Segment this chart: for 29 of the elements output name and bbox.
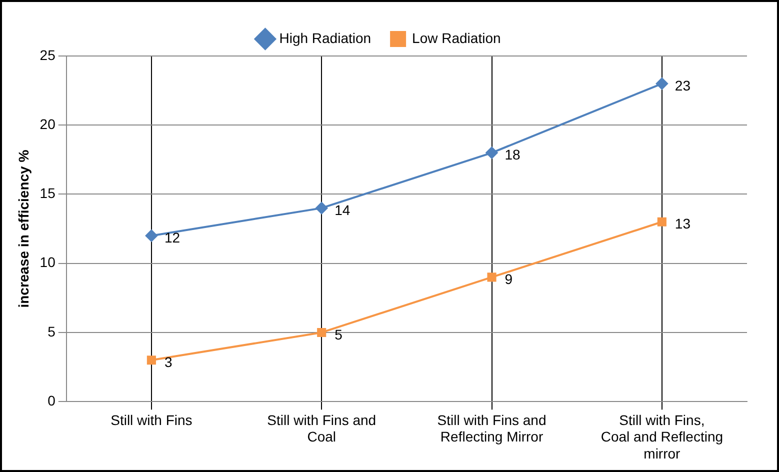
data-label: 13	[674, 216, 691, 232]
x-tick-label: Still with Fins, Coal and Reflecting mirror	[600, 412, 724, 462]
y-tick-label: 15	[40, 185, 56, 202]
y-tick-label: 10	[40, 254, 56, 270]
point	[486, 146, 498, 159]
y-tick-label: 0	[48, 392, 56, 408]
data-label: 12	[164, 230, 180, 246]
data-label: 3	[164, 354, 172, 370]
y-axis-title: increase in efficiency %	[15, 149, 32, 308]
legend-label: High Radiation	[279, 30, 372, 46]
point	[316, 202, 328, 214]
data-label: 9	[504, 271, 513, 288]
x-tick-label: Still with Fins	[110, 412, 192, 428]
point	[656, 78, 668, 90]
point	[657, 217, 666, 226]
legend-label: Low Radiation	[412, 30, 501, 46]
point	[317, 328, 326, 338]
data-label: 23	[674, 78, 691, 94]
y-tick-label: 25	[40, 46, 56, 63]
data-label: 5	[334, 326, 343, 342]
data-label: 14	[334, 202, 350, 218]
x-tick-label: Still with Fins and Coal	[267, 412, 376, 445]
point	[146, 356, 156, 365]
y-tick-label: 20	[40, 116, 56, 132]
point	[487, 272, 496, 282]
x-tick-label: Still with Fins and Reflecting Mirror	[437, 412, 546, 445]
point	[145, 230, 158, 242]
data-label: 18	[504, 146, 521, 163]
y-tick-label: 5	[48, 323, 56, 340]
